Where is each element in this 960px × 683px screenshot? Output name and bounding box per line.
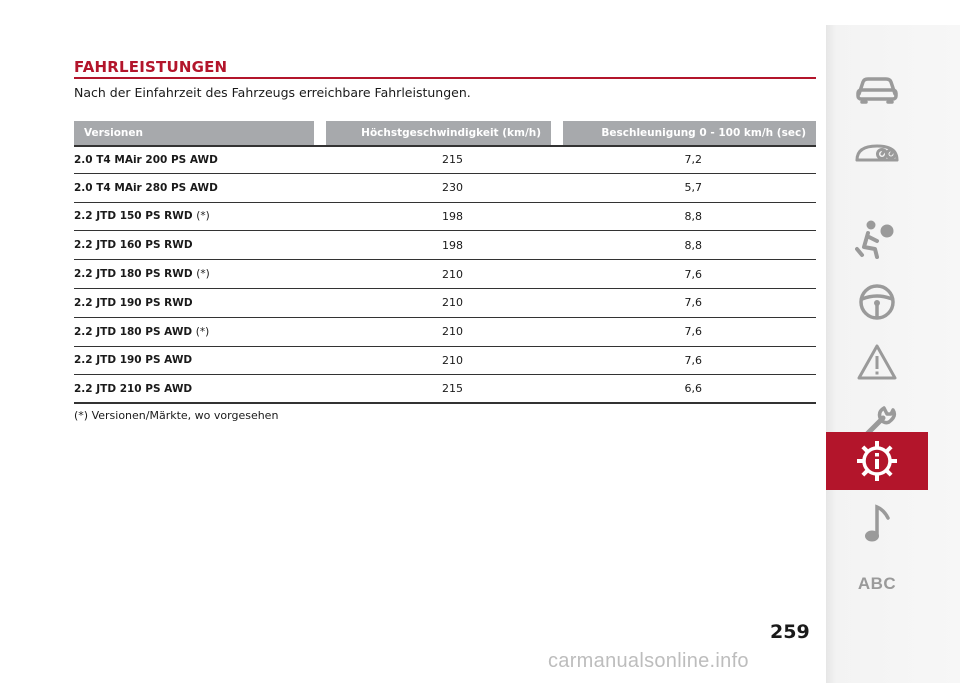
top-speed-cell: 210 [314, 347, 552, 376]
steering-wheel-icon [859, 284, 895, 320]
abc-label: ABC [857, 574, 897, 593]
version-cell: 2.2 JTD 150 PS RWD (*) [74, 203, 314, 232]
version-cell: 2.2 JTD 210 PS AWD [74, 375, 314, 405]
version-name: 2.2 JTD 180 PS RWD [74, 268, 193, 281]
header-top-speed: Höchstgeschwindigkeit (km/h) [326, 121, 552, 145]
header-gap [314, 121, 326, 145]
top-speed-cell: 230 [314, 174, 552, 203]
table-row: 2.2 JTD 160 PS RWD 198 8,8 [74, 231, 816, 261]
version-cell: 2.2 JTD 190 PS AWD [74, 347, 314, 376]
header-acceleration: Beschleunigung 0 - 100 km/h (sec) [563, 121, 816, 145]
version-name: 2.2 JTD 150 PS RWD [74, 210, 193, 223]
version-name: 2.0 T4 MAir 280 PS AWD [74, 181, 218, 194]
version-cell: 2.2 JTD 160 PS RWD [74, 231, 314, 261]
table-row: 2.2 JTD 180 PS AWD (*) 210 7,6 [74, 318, 816, 347]
technical-data-icon [857, 441, 897, 481]
performance-table: Versionen Höchstgeschwindigkeit (km/h) B… [74, 121, 816, 405]
table-row: 2.0 T4 MAir 280 PS AWD 230 5,7 [74, 174, 816, 203]
page-number: 259 [770, 621, 810, 643]
sidebar-item-index[interactable]: ABC [826, 555, 928, 613]
table-row: 2.2 JTD 190 PS AWD 210 7,6 [74, 347, 816, 376]
version-cell: 2.2 JTD 180 PS RWD (*) [74, 260, 314, 289]
version-note: (*) [196, 210, 210, 223]
version-name: 2.2 JTD 190 PS AWD [74, 354, 193, 367]
dashboard-gauges-icon [855, 144, 899, 162]
acceleration-cell: 8,8 [551, 231, 816, 261]
table-row: 2.0 T4 MAir 200 PS AWD 215 7,2 [74, 145, 816, 174]
content-area: FAHRLEISTUNGEN Nach der Einfahrzeit des … [74, 58, 816, 101]
version-cell: 2.2 JTD 190 PS RWD [74, 289, 314, 318]
acceleration-cell: 7,6 [551, 260, 816, 289]
acceleration-cell: 7,6 [551, 318, 816, 347]
acceleration-cell: 5,7 [551, 174, 816, 203]
sidebar-item-multimedia[interactable] [826, 495, 928, 553]
table-row: 2.2 JTD 180 PS RWD (*) 210 7,6 [74, 260, 816, 289]
top-speed-cell: 210 [314, 289, 552, 318]
acceleration-cell: 7,6 [551, 289, 816, 318]
top-speed-cell: 198 [314, 231, 552, 261]
sidebar-item-emergency[interactable] [826, 333, 928, 391]
version-name: 2.2 JTD 190 PS RWD [74, 296, 193, 309]
version-name: 2.2 JTD 210 PS AWD [74, 382, 193, 395]
top-speed-cell: 210 [314, 260, 552, 289]
car-icon [856, 77, 898, 104]
chapter-sidebar: ABC [826, 25, 960, 683]
acceleration-cell: 8,8 [551, 203, 816, 232]
top-speed-cell: 215 [314, 145, 552, 174]
sidebar-item-technical-data[interactable] [826, 432, 928, 490]
version-cell: 2.0 T4 MAir 200 PS AWD [74, 145, 314, 174]
version-name: 2.0 T4 MAir 200 PS AWD [74, 153, 218, 166]
acceleration-cell: 7,2 [551, 145, 816, 174]
warning-triangle-icon [857, 344, 897, 380]
table-row: 2.2 JTD 190 PS RWD 210 7,6 [74, 289, 816, 318]
version-note: (*) [195, 325, 210, 338]
header-versions: Versionen [74, 121, 314, 145]
header-gap [551, 121, 564, 145]
footnote: (*) Versionen/Märkte, wo vorgesehen [74, 409, 279, 422]
table-row: 2.2 JTD 210 PS AWD 215 6,6 [74, 375, 816, 405]
top-speed-cell: 215 [314, 375, 552, 405]
version-cell: 2.2 JTD 180 PS AWD (*) [74, 318, 314, 347]
sidebar-item-driving[interactable] [826, 273, 928, 331]
table-header-row: Versionen Höchstgeschwindigkeit (km/h) B… [74, 121, 816, 145]
intro-text: Nach der Einfahrzeit des Fahrzeugs errei… [74, 85, 471, 100]
music-note-icon [865, 504, 890, 542]
version-name: 2.2 JTD 160 PS RWD [74, 239, 193, 252]
top-speed-cell: 198 [314, 203, 552, 232]
section-title: FAHRLEISTUNGEN [74, 58, 228, 76]
acceleration-cell: 6,6 [551, 375, 816, 405]
acceleration-cell: 7,6 [551, 347, 816, 376]
sidebar-item-vehicle[interactable] [826, 60, 928, 118]
watermark: carmanualsonline.info [548, 650, 749, 672]
sidebar-item-safety[interactable] [826, 210, 928, 268]
sidebar-item-instruments[interactable] [826, 125, 928, 183]
title-rule [74, 77, 816, 79]
version-note: (*) [196, 268, 210, 281]
top-speed-cell: 210 [314, 318, 552, 347]
table-row: 2.2 JTD 150 PS RWD (*) 198 8,8 [74, 203, 816, 232]
airbag-seat-icon [855, 220, 894, 259]
version-cell: 2.0 T4 MAir 280 PS AWD [74, 174, 314, 203]
version-name: 2.2 JTD 180 PS AWD [74, 325, 193, 338]
